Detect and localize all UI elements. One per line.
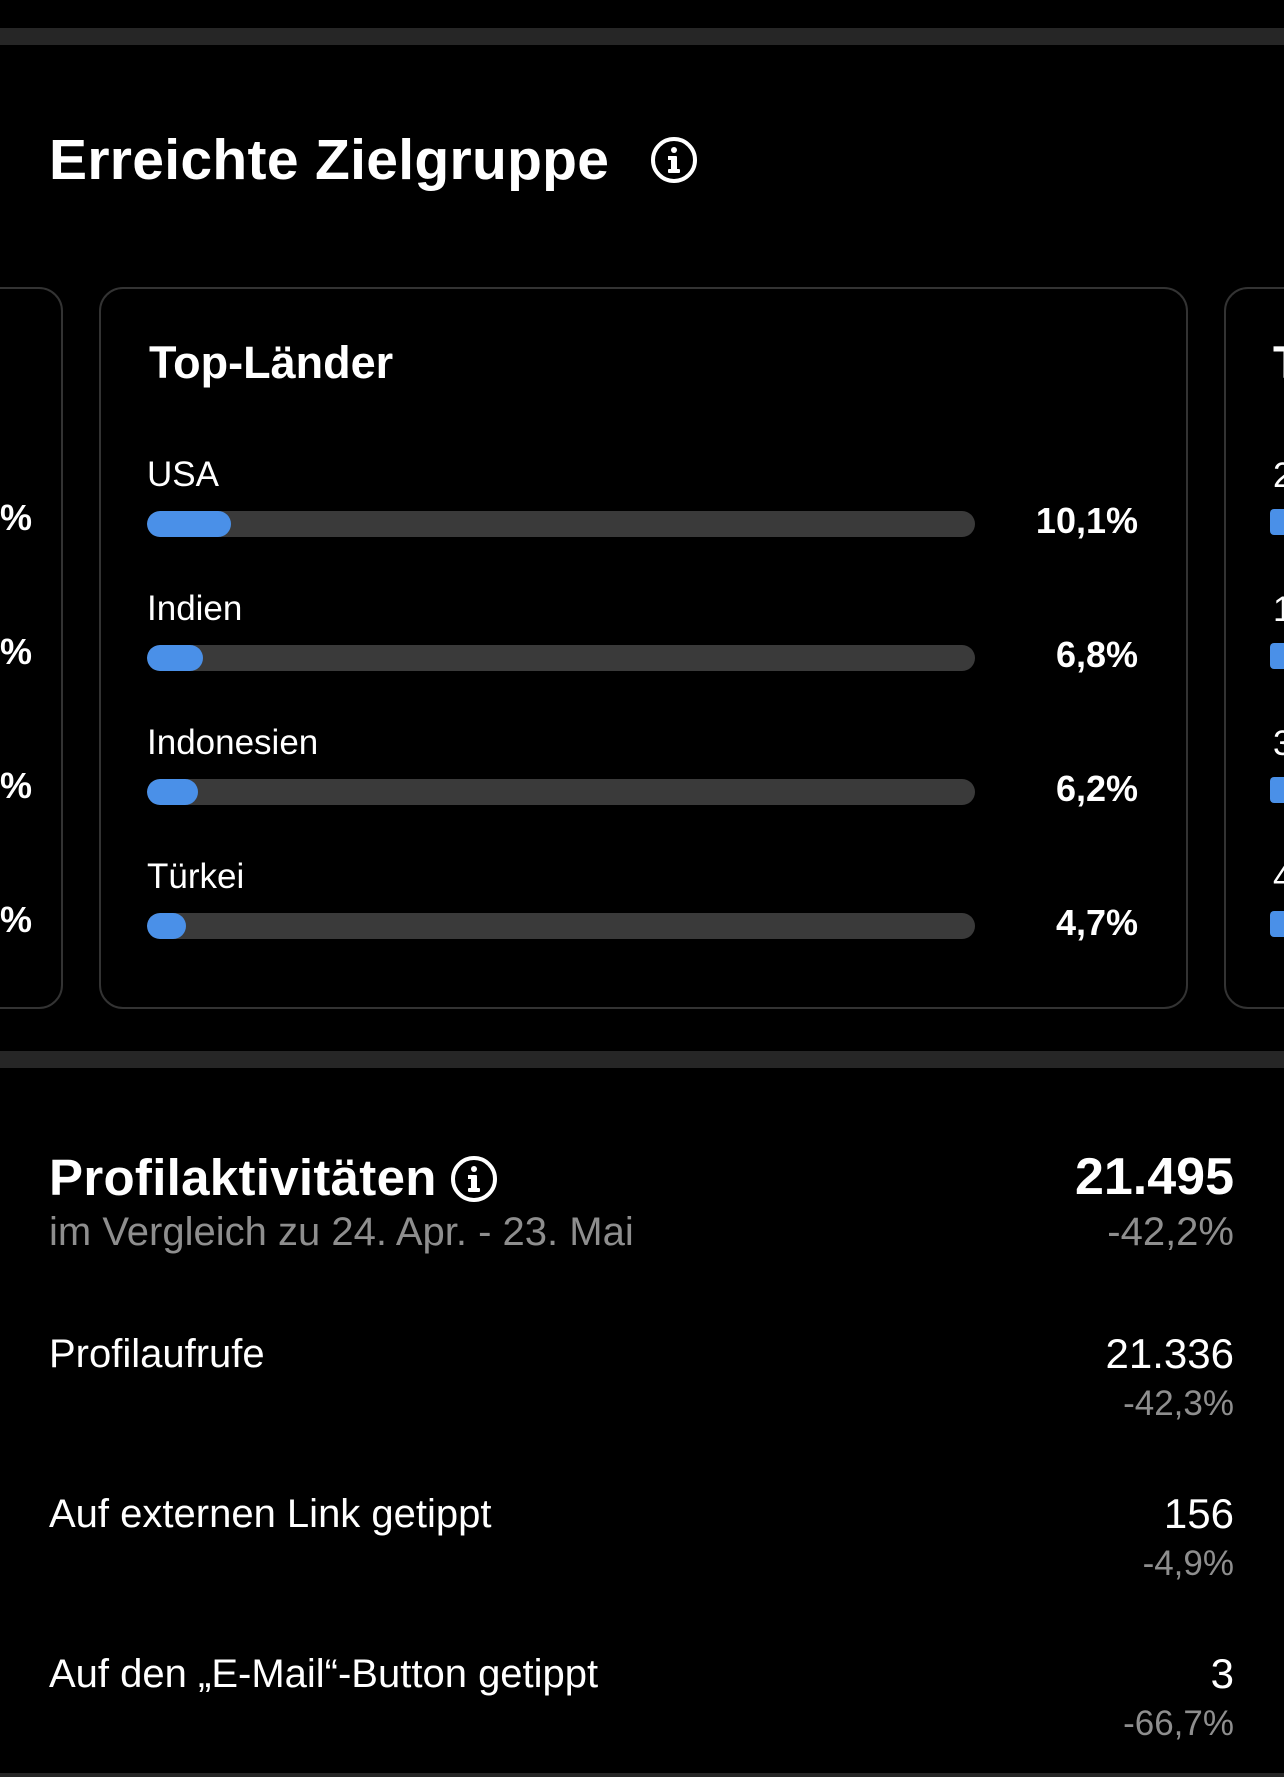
country-label: Indonesien <box>147 723 319 762</box>
country-bar <box>147 779 975 805</box>
country-bar-fill <box>147 511 231 537</box>
profile-activity-title: Profilaktivitäten <box>49 1149 437 1206</box>
country-bar-fill <box>147 779 199 805</box>
top-countries-card[interactable]: Top-Länder USA 10,1% Indien 6,8% Indones… <box>99 287 1188 1009</box>
profile-activity-change: -42,2% <box>1107 1210 1234 1254</box>
country-bar <box>147 511 975 537</box>
metric-label: Profilaufrufe <box>49 1332 265 1376</box>
top-divider <box>0 28 1284 45</box>
card-title: Top-Länder <box>149 337 394 388</box>
country-bar <box>147 913 975 939</box>
audience-title: Erreichte Zielgruppe <box>49 128 610 192</box>
comparison-period: im Vergleich zu 24. Apr. - 23. Mai <box>49 1210 634 1254</box>
info-circle-icon[interactable] <box>450 1155 498 1203</box>
country-bar-fill <box>147 645 204 671</box>
next-card-digit: 4 <box>1273 858 1284 897</box>
metric-change: -42,3% <box>1123 1384 1234 1423</box>
next-card-digit: 3 <box>1273 724 1284 763</box>
next-card-bar <box>1270 777 1284 803</box>
country-bar-fill <box>147 913 186 939</box>
info-circle-icon[interactable] <box>650 136 698 184</box>
metric-label: Auf den „E-Mail“-Button getippt <box>49 1652 599 1696</box>
audience-card-previous[interactable] <box>0 287 63 1009</box>
profile-activity-total: 21.495 <box>1074 1148 1234 1206</box>
metric-change: -4,9% <box>1142 1544 1234 1583</box>
section-divider <box>0 1051 1284 1068</box>
country-percent: 4,7% <box>1055 902 1138 943</box>
bottom-divider <box>0 1773 1284 1777</box>
next-card-title: T <box>1273 337 1284 389</box>
country-label: Indien <box>147 589 243 628</box>
next-card-bar <box>1270 509 1284 535</box>
prev-card-percent: % <box>0 899 33 940</box>
prev-card-percent: % <box>0 497 33 538</box>
next-card-digit: 2 <box>1273 456 1284 495</box>
country-percent: 10,1% <box>1035 500 1138 541</box>
prev-card-percent: % <box>0 765 33 806</box>
metric-change: -66,7% <box>1123 1704 1234 1743</box>
next-card-bar <box>1270 643 1284 669</box>
next-card-bar <box>1270 911 1284 937</box>
country-percent: 6,8% <box>1055 634 1138 675</box>
country-label: USA <box>147 455 219 494</box>
metric-value: 21.336 <box>1105 1330 1234 1377</box>
metric-value: 3 <box>1210 1650 1234 1697</box>
country-label: Türkei <box>147 857 245 896</box>
next-card-digit: 1 <box>1273 590 1284 629</box>
metric-label: Auf externen Link getippt <box>49 1492 492 1536</box>
country-bar <box>147 645 975 671</box>
prev-card-percent: % <box>0 631 33 672</box>
metric-value: 156 <box>1163 1490 1234 1537</box>
country-percent: 6,2% <box>1055 768 1138 809</box>
